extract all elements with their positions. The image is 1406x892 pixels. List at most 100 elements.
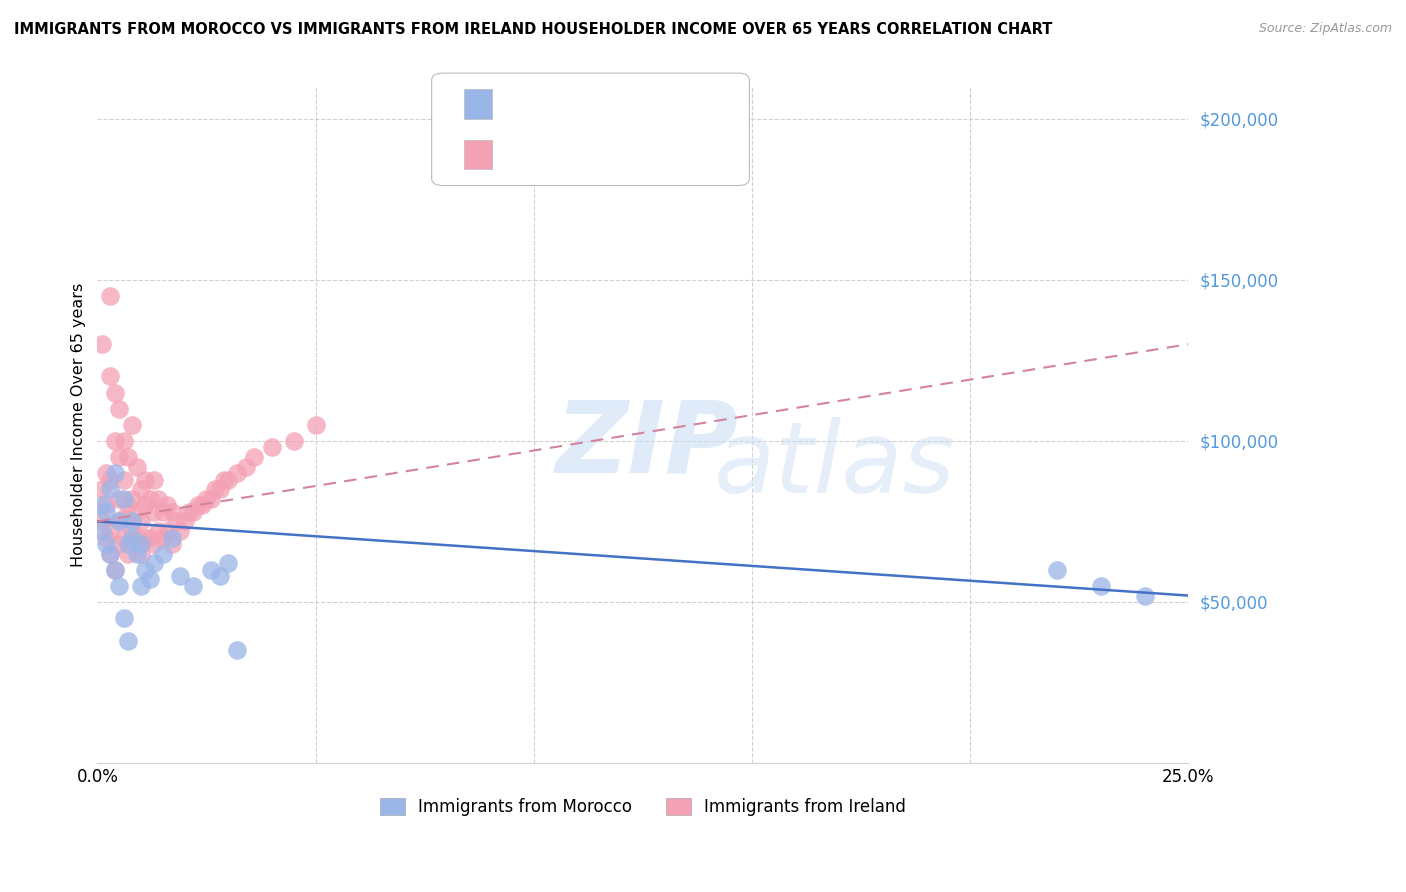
Point bbox=[165, 515, 187, 529]
Point bbox=[304, 417, 326, 432]
Point bbox=[94, 498, 117, 512]
Point bbox=[104, 466, 127, 480]
Point bbox=[117, 633, 139, 648]
Point bbox=[112, 511, 135, 525]
Point bbox=[121, 524, 143, 538]
Point bbox=[183, 505, 205, 519]
Point bbox=[226, 466, 249, 480]
Point bbox=[129, 537, 152, 551]
Point bbox=[121, 515, 143, 529]
Point bbox=[212, 473, 235, 487]
Point bbox=[134, 498, 156, 512]
Text: atlas: atlas bbox=[714, 417, 955, 514]
Point bbox=[104, 434, 127, 448]
Point bbox=[117, 537, 139, 551]
Point bbox=[129, 547, 152, 561]
Point bbox=[173, 515, 195, 529]
Point bbox=[187, 498, 209, 512]
Point bbox=[148, 491, 170, 506]
Point bbox=[129, 482, 152, 496]
Point bbox=[143, 505, 166, 519]
Point bbox=[169, 569, 191, 583]
Legend: Immigrants from Morocco, Immigrants from Ireland: Immigrants from Morocco, Immigrants from… bbox=[373, 791, 912, 822]
Point bbox=[125, 505, 148, 519]
Point bbox=[129, 579, 152, 593]
Point bbox=[90, 524, 112, 538]
Point bbox=[94, 537, 117, 551]
Point bbox=[235, 459, 257, 474]
Point bbox=[104, 563, 127, 577]
Point bbox=[1090, 579, 1112, 593]
Point bbox=[177, 505, 200, 519]
Point bbox=[208, 482, 231, 496]
Point bbox=[108, 579, 131, 593]
Point bbox=[90, 515, 112, 529]
Point bbox=[283, 434, 305, 448]
Text: 0.194: 0.194 bbox=[548, 145, 605, 164]
Point bbox=[100, 289, 122, 303]
Point bbox=[100, 547, 122, 561]
Point bbox=[125, 547, 148, 561]
Point bbox=[200, 491, 222, 506]
Text: ZIP: ZIP bbox=[555, 397, 738, 493]
Point bbox=[112, 473, 135, 487]
Text: N =: N = bbox=[612, 145, 664, 164]
Point bbox=[100, 547, 122, 561]
Point bbox=[134, 563, 156, 577]
Text: 33: 33 bbox=[665, 95, 690, 113]
Text: N =: N = bbox=[612, 95, 664, 113]
Point bbox=[117, 547, 139, 561]
Point bbox=[138, 491, 160, 506]
Point bbox=[143, 557, 166, 571]
Point bbox=[90, 482, 112, 496]
Point bbox=[217, 473, 239, 487]
Point bbox=[152, 547, 174, 561]
Text: -0.109: -0.109 bbox=[548, 95, 613, 113]
Point bbox=[121, 417, 143, 432]
Point bbox=[121, 531, 143, 545]
Point bbox=[100, 369, 122, 384]
Text: IMMIGRANTS FROM MOROCCO VS IMMIGRANTS FROM IRELAND HOUSEHOLDER INCOME OVER 65 YE: IMMIGRANTS FROM MOROCCO VS IMMIGRANTS FR… bbox=[14, 22, 1053, 37]
Point bbox=[108, 450, 131, 464]
Point bbox=[138, 531, 160, 545]
Text: R =: R = bbox=[506, 145, 546, 164]
Point bbox=[90, 498, 112, 512]
Point bbox=[117, 498, 139, 512]
Point bbox=[200, 563, 222, 577]
Point bbox=[125, 459, 148, 474]
Point bbox=[143, 537, 166, 551]
Y-axis label: Householder Income Over 65 years: Householder Income Over 65 years bbox=[72, 283, 86, 567]
Point bbox=[129, 515, 152, 529]
Point bbox=[94, 505, 117, 519]
Point bbox=[243, 450, 266, 464]
Point bbox=[217, 557, 239, 571]
Point bbox=[134, 531, 156, 545]
Point bbox=[112, 434, 135, 448]
Text: Source: ZipAtlas.com: Source: ZipAtlas.com bbox=[1258, 22, 1392, 36]
Point bbox=[112, 531, 135, 545]
Point bbox=[100, 482, 122, 496]
Point bbox=[160, 505, 183, 519]
Point bbox=[104, 563, 127, 577]
Point bbox=[117, 450, 139, 464]
Point bbox=[94, 531, 117, 545]
Point bbox=[169, 524, 191, 538]
Point bbox=[226, 643, 249, 657]
Point bbox=[152, 505, 174, 519]
Point bbox=[125, 531, 148, 545]
Point bbox=[191, 498, 214, 512]
Point bbox=[134, 473, 156, 487]
Point bbox=[108, 515, 131, 529]
Point bbox=[138, 573, 160, 587]
Point bbox=[100, 473, 122, 487]
Point bbox=[156, 498, 179, 512]
Point bbox=[204, 482, 226, 496]
Point bbox=[1046, 563, 1069, 577]
Point bbox=[143, 473, 166, 487]
Point bbox=[208, 569, 231, 583]
Point bbox=[195, 491, 218, 506]
Point bbox=[121, 491, 143, 506]
Point bbox=[160, 531, 183, 545]
Point bbox=[1133, 589, 1156, 603]
Text: R =: R = bbox=[506, 95, 546, 113]
